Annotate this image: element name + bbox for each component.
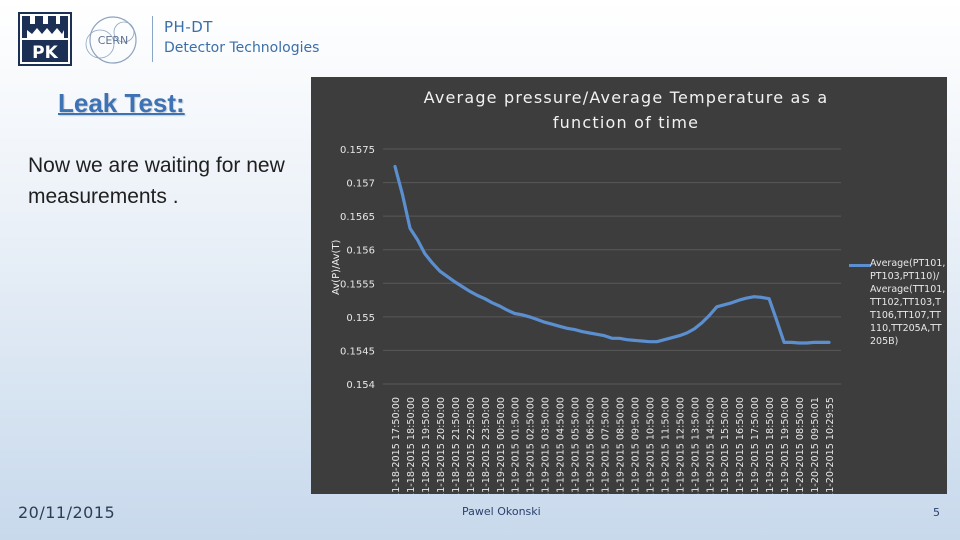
y-tick-label: 0.1575 (340, 145, 375, 156)
x-tick-label: 11-19-2015 05:50:00 (571, 397, 582, 494)
pk-university-logo: PK (18, 12, 72, 66)
x-tick-label: 11-19-2015 18:50:00 (765, 397, 776, 494)
pk-logo-text: PK (32, 43, 58, 63)
y-tick-label: 0.156 (346, 246, 375, 257)
x-tick-label: 11-19-2015 01:50:00 (511, 397, 522, 494)
series-line (393, 164, 831, 345)
y-tick-label: 0.1545 (340, 346, 375, 357)
x-tick-label: 11-19-2015 03:50:00 (541, 397, 552, 494)
org-name: PH-DT (164, 18, 213, 36)
y-tick-label: 0.154 (346, 380, 375, 391)
org-subtitle: Detector Technologies (164, 40, 320, 56)
header-divider (152, 16, 153, 62)
footer-author: Pawel Okonski (462, 505, 541, 518)
x-tick-label: 11-19-2015 16:50:00 (735, 397, 746, 494)
x-tick-label: 11-19-2015 13:50:00 (690, 397, 701, 494)
x-tick-label: 11-19-2015 15:50:00 (720, 397, 731, 494)
x-tick-label: 11-19-2015 17:50:00 (750, 397, 761, 494)
x-tick-label: 11-20-2015 09:50:01 (810, 397, 821, 494)
x-tick-label: 11-18-2015 21:50:00 (451, 397, 462, 494)
x-tick-label: 11-18-2015 17:50:00 (391, 397, 402, 494)
x-tick-label: 11-19-2015 10:50:00 (645, 397, 656, 494)
x-tick-label: 11-19-2015 14:50:00 (705, 397, 716, 494)
y-tick-label: 0.155 (346, 313, 375, 324)
x-tick-label: 11-20-2015 08:50:00 (795, 397, 806, 494)
footer-date: 20/11/2015 (18, 503, 116, 522)
x-tick-label: 11-19-2015 08:50:00 (615, 397, 626, 494)
x-tick-label: 11-18-2015 19:50:00 (421, 397, 432, 494)
chart-title: Average pressure/Average Temperature as … (423, 88, 829, 132)
x-tick-label: 11-19-2015 04:50:00 (556, 397, 567, 494)
x-tick-label: 11-19-2015 06:50:00 (586, 397, 597, 494)
x-tick-label: 11-18-2015 18:50:00 (406, 397, 417, 494)
x-tick-label: 11-20-2015 10:29:55 (825, 397, 836, 494)
cern-logo: CERN (85, 16, 137, 64)
x-tick-label: 11-19-2015 07:50:00 (601, 397, 612, 494)
slide-title: Leak Test: (58, 88, 185, 118)
x-tick-label: 11-18-2015 20:50:00 (436, 397, 447, 494)
cern-logo-text: CERN (98, 34, 129, 47)
x-tick-label: 11-19-2015 11:50:00 (660, 397, 671, 494)
x-tick-label: 11-18-2015 22:50:00 (466, 397, 477, 494)
page-number: 5 (933, 506, 940, 519)
legend-label: Average(PT101, PT103,PT110)/ Average(TT1… (870, 258, 946, 347)
y-tick-label: 0.1565 (340, 212, 375, 223)
x-tick-label: 11-19-2015 09:50:00 (630, 397, 641, 494)
body-text: Now we are waiting for new measurements … (28, 154, 285, 208)
x-tick-label: 11-18-2015 23:50:00 (481, 397, 492, 494)
chart-panel: Average pressure/Average Temperature as … (311, 77, 947, 494)
x-tick-label: 11-19-2015 12:50:00 (675, 397, 686, 494)
y-tick-label: 0.157 (346, 179, 375, 190)
x-tick-label: 11-19-2015 02:50:00 (526, 397, 537, 494)
x-tick-label: 11-19-2015 19:50:00 (780, 397, 791, 494)
x-tick-label: 11-19-2015 00:50:00 (496, 397, 507, 494)
line-chart: 0.154 0.1545 0.155 0.1555 0.156 0.1565 0.157 0.… (340, 145, 841, 494)
y-tick-label: 0.1555 (340, 279, 375, 290)
legend-swatch (849, 264, 871, 267)
